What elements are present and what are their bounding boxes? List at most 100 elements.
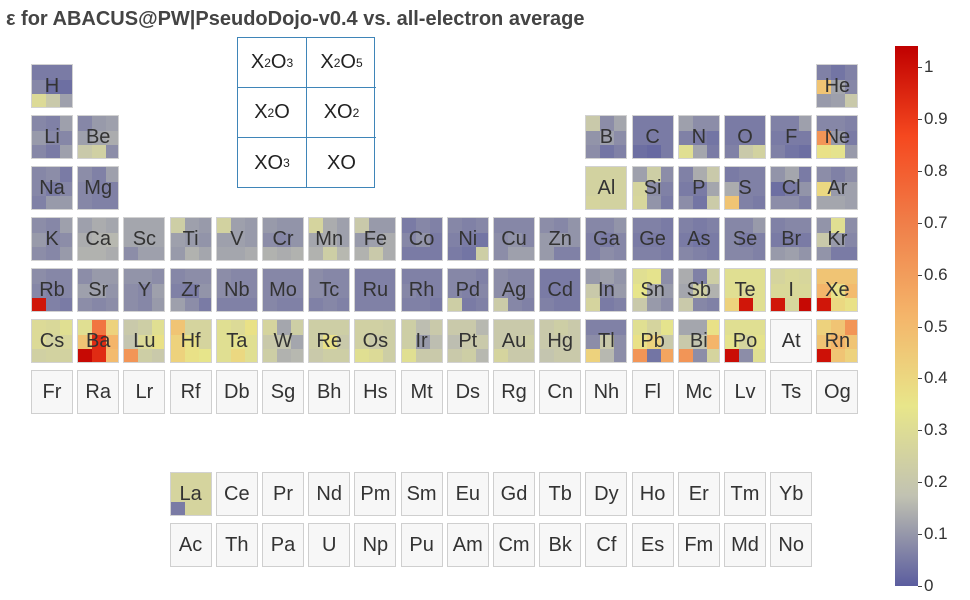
element-cell-tc[interactable]: Tc <box>308 268 351 312</box>
element-cell-ts[interactable]: Ts <box>770 370 813 414</box>
element-cell-lv[interactable]: Lv <box>724 370 766 414</box>
element-cell-ne[interactable]: Ne <box>816 115 859 159</box>
element-cell-lr[interactable]: Lr <box>123 370 166 414</box>
element-cell-db[interactable]: Db <box>215 370 258 414</box>
element-cell-u[interactable]: U <box>308 523 351 567</box>
element-cell-fl[interactable]: Fl <box>631 370 674 414</box>
element-cell-ag[interactable]: Ag <box>493 268 535 312</box>
element-cell-ra[interactable]: Ra <box>77 370 120 414</box>
element-cell-gd[interactable]: Gd <box>493 472 535 516</box>
element-cell-mt[interactable]: Mt <box>400 370 443 414</box>
element-cell-cs[interactable]: Cs <box>31 319 73 363</box>
element-cell-ru[interactable]: Ru <box>354 268 397 312</box>
element-cell-ac[interactable]: Ac <box>169 523 212 567</box>
element-cell-kr[interactable]: Kr <box>816 217 859 261</box>
element-cell-es[interactable]: Es <box>631 523 674 567</box>
element-cell-re[interactable]: Re <box>308 319 351 363</box>
element-cell-h[interactable]: H <box>31 64 73 108</box>
element-cell-xe[interactable]: Xe <box>816 268 859 312</box>
element-cell-mc[interactable]: Mc <box>677 370 720 414</box>
element-cell-md[interactable]: Md <box>724 523 766 567</box>
element-cell-in[interactable]: In <box>585 268 628 312</box>
element-cell-ba[interactable]: Ba <box>77 319 120 363</box>
element-cell-lu[interactable]: Lu <box>123 319 166 363</box>
element-cell-o[interactable]: O <box>724 115 766 159</box>
element-cell-hs[interactable]: Hs <box>354 370 397 414</box>
element-cell-cf[interactable]: Cf <box>585 523 628 567</box>
element-cell-ar[interactable]: Ar <box>816 166 859 210</box>
element-cell-ta[interactable]: Ta <box>215 319 258 363</box>
element-cell-og[interactable]: Og <box>816 370 859 414</box>
element-cell-cd[interactable]: Cd <box>539 268 582 312</box>
element-cell-br[interactable]: Br <box>770 217 813 261</box>
element-cell-os[interactable]: Os <box>354 319 397 363</box>
element-cell-am[interactable]: Am <box>446 523 489 567</box>
element-cell-la[interactable]: La <box>169 472 212 516</box>
element-cell-se[interactable]: Se <box>724 217 766 261</box>
element-cell-ge[interactable]: Ge <box>631 217 674 261</box>
element-cell-sr[interactable]: Sr <box>77 268 120 312</box>
element-cell-co[interactable]: Co <box>400 217 443 261</box>
element-cell-y[interactable]: Y <box>123 268 166 312</box>
element-cell-sc[interactable]: Sc <box>123 217 166 261</box>
element-cell-pd[interactable]: Pd <box>446 268 489 312</box>
element-cell-rf[interactable]: Rf <box>169 370 212 414</box>
element-cell-k[interactable]: K <box>31 217 73 261</box>
element-cell-cn[interactable]: Cn <box>539 370 582 414</box>
element-cell-hf[interactable]: Hf <box>169 319 212 363</box>
element-cell-ce[interactable]: Ce <box>215 472 258 516</box>
element-cell-mn[interactable]: Mn <box>308 217 351 261</box>
element-cell-f[interactable]: F <box>770 115 813 159</box>
element-cell-si[interactable]: Si <box>631 166 674 210</box>
element-cell-fm[interactable]: Fm <box>677 523 720 567</box>
element-cell-al[interactable]: Al <box>585 166 628 210</box>
element-cell-au[interactable]: Au <box>493 319 535 363</box>
element-cell-p[interactable]: P <box>677 166 720 210</box>
element-cell-tm[interactable]: Tm <box>724 472 766 516</box>
element-cell-no[interactable]: No <box>770 523 813 567</box>
element-cell-rh[interactable]: Rh <box>400 268 443 312</box>
element-cell-hg[interactable]: Hg <box>539 319 582 363</box>
element-cell-c[interactable]: C <box>631 115 674 159</box>
element-cell-nh[interactable]: Nh <box>585 370 628 414</box>
element-cell-pt[interactable]: Pt <box>446 319 489 363</box>
element-cell-ga[interactable]: Ga <box>585 217 628 261</box>
element-cell-zr[interactable]: Zr <box>169 268 212 312</box>
element-cell-np[interactable]: Np <box>354 523 397 567</box>
element-cell-pu[interactable]: Pu <box>400 523 443 567</box>
element-cell-ds[interactable]: Ds <box>446 370 489 414</box>
element-cell-tl[interactable]: Tl <box>585 319 628 363</box>
element-cell-cu[interactable]: Cu <box>493 217 535 261</box>
element-cell-w[interactable]: W <box>262 319 304 363</box>
element-cell-rb[interactable]: Rb <box>31 268 73 312</box>
element-cell-nb[interactable]: Nb <box>215 268 258 312</box>
element-cell-er[interactable]: Er <box>677 472 720 516</box>
element-cell-sb[interactable]: Sb <box>677 268 720 312</box>
element-cell-cr[interactable]: Cr <box>262 217 304 261</box>
element-cell-nd[interactable]: Nd <box>308 472 351 516</box>
element-cell-pb[interactable]: Pb <box>631 319 674 363</box>
element-cell-sn[interactable]: Sn <box>631 268 674 312</box>
element-cell-be[interactable]: Be <box>77 115 120 159</box>
element-cell-bh[interactable]: Bh <box>308 370 351 414</box>
element-cell-s[interactable]: S <box>724 166 766 210</box>
element-cell-li[interactable]: Li <box>31 115 73 159</box>
element-cell-he[interactable]: He <box>816 64 859 108</box>
element-cell-tb[interactable]: Tb <box>539 472 582 516</box>
element-cell-sm[interactable]: Sm <box>400 472 443 516</box>
element-cell-ir[interactable]: Ir <box>400 319 443 363</box>
element-cell-po[interactable]: Po <box>724 319 766 363</box>
element-cell-ti[interactable]: Ti <box>169 217 212 261</box>
element-cell-pr[interactable]: Pr <box>262 472 304 516</box>
element-cell-fr[interactable]: Fr <box>31 370 73 414</box>
element-cell-cl[interactable]: Cl <box>770 166 813 210</box>
element-cell-mo[interactable]: Mo <box>262 268 304 312</box>
element-cell-yb[interactable]: Yb <box>770 472 813 516</box>
element-cell-pm[interactable]: Pm <box>354 472 397 516</box>
element-cell-bk[interactable]: Bk <box>539 523 582 567</box>
element-cell-te[interactable]: Te <box>724 268 766 312</box>
element-cell-th[interactable]: Th <box>215 523 258 567</box>
element-cell-b[interactable]: B <box>585 115 628 159</box>
element-cell-eu[interactable]: Eu <box>446 472 489 516</box>
element-cell-ho[interactable]: Ho <box>631 472 674 516</box>
